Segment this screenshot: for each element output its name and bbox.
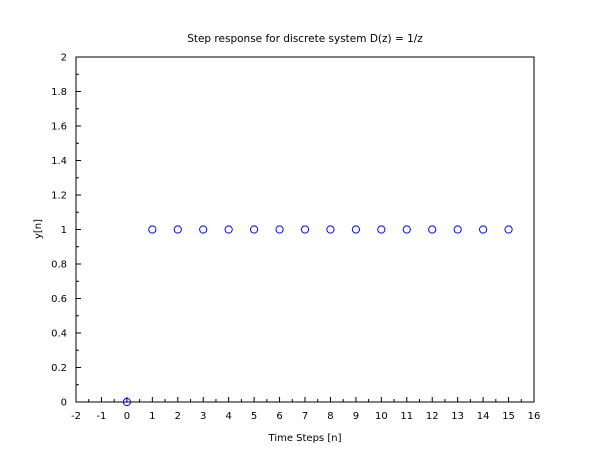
data-point xyxy=(173,225,182,234)
data-point xyxy=(428,225,437,234)
x-tick-label: 15 xyxy=(502,411,515,422)
x-tick-label: 8 xyxy=(327,411,333,422)
data-point xyxy=(504,225,513,234)
y-tick-label: 2 xyxy=(61,53,67,64)
x-tick-label: 2 xyxy=(175,411,181,422)
y-tick-label: 1.2 xyxy=(51,191,67,202)
data-point xyxy=(453,225,462,234)
data-point xyxy=(326,225,335,234)
y-tick-label: 0.6 xyxy=(51,294,67,305)
plot-area-frame xyxy=(75,56,535,403)
y-tick-label: 1.6 xyxy=(51,122,67,133)
y-axis: 0 0.2 0.4 0.6 0.8 1 1.2 1.4 1.6 1.8 2 xyxy=(51,53,81,409)
data-point xyxy=(479,225,488,234)
data-point xyxy=(224,225,233,234)
y-tick-label: 0.4 xyxy=(51,329,67,340)
x-tick-label: 4 xyxy=(225,411,231,422)
y-tick-label: 0.2 xyxy=(51,363,67,374)
chart-title: Step response for discrete system D(z) =… xyxy=(187,33,423,45)
x-tick-label: 5 xyxy=(251,411,257,422)
data-point xyxy=(148,225,157,234)
data-point xyxy=(377,225,386,234)
data-points xyxy=(122,225,513,407)
x-tick-label: 11 xyxy=(400,411,413,422)
y-tick-label: 0.8 xyxy=(51,260,67,271)
x-tick-label: 6 xyxy=(276,411,282,422)
y-tick-label: 1 xyxy=(61,225,67,236)
x-tick-label: 7 xyxy=(302,411,308,422)
data-point xyxy=(122,397,131,407)
y-tick-label: 0 xyxy=(61,398,67,409)
data-point xyxy=(351,225,360,234)
x-tick-label: 16 xyxy=(528,411,541,422)
data-point xyxy=(275,225,284,234)
x-tick-label: 14 xyxy=(477,411,490,422)
y-tick-label: 1.4 xyxy=(51,156,67,167)
y-axis-label: y[n] xyxy=(33,219,44,239)
x-tick-label: 0 xyxy=(124,411,130,422)
x-tick-label: 13 xyxy=(451,411,464,422)
x-tick-label: -2 xyxy=(71,411,81,422)
x-tick-label: 10 xyxy=(375,411,388,422)
x-axis: -2 -1 0 1 2 3 4 5 6 7 8 9 10 11 12 13 14 15 16 xyxy=(71,397,540,422)
x-tick-label: 3 xyxy=(200,411,206,422)
data-point xyxy=(250,225,259,234)
data-point xyxy=(199,225,208,234)
x-tick-label: 9 xyxy=(353,411,359,422)
data-point xyxy=(402,225,411,234)
x-axis-label: Time Steps [n] xyxy=(268,433,342,444)
data-point xyxy=(300,225,310,234)
y-tick-label: 1.8 xyxy=(51,87,67,98)
x-tick-label: -1 xyxy=(96,411,106,422)
x-tick-label: 1 xyxy=(149,411,155,422)
x-tick-label: 12 xyxy=(426,411,439,422)
